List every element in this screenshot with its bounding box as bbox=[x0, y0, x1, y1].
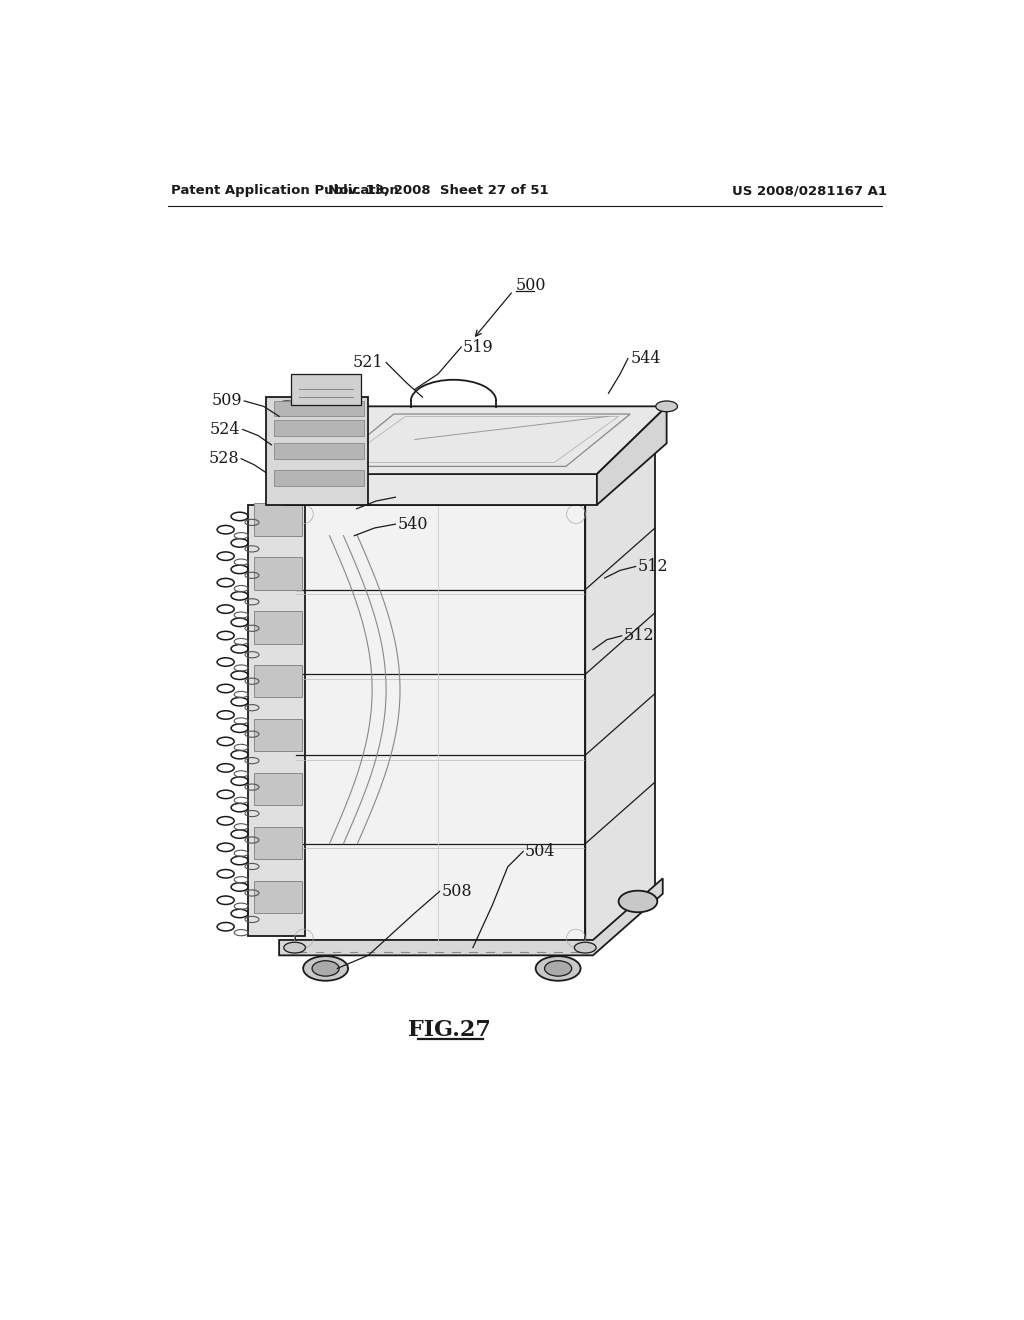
Polygon shape bbox=[273, 470, 365, 486]
Polygon shape bbox=[254, 665, 302, 697]
Polygon shape bbox=[248, 506, 305, 936]
Text: 528: 528 bbox=[208, 450, 239, 467]
Text: 521: 521 bbox=[353, 354, 384, 371]
Text: 519: 519 bbox=[463, 338, 494, 355]
Text: Nov. 13, 2008  Sheet 27 of 51: Nov. 13, 2008 Sheet 27 of 51 bbox=[328, 185, 548, 197]
Text: 512: 512 bbox=[638, 558, 669, 576]
Polygon shape bbox=[254, 719, 302, 751]
Ellipse shape bbox=[618, 891, 657, 912]
Text: 524: 524 bbox=[210, 421, 241, 438]
Polygon shape bbox=[295, 506, 586, 948]
Text: 500: 500 bbox=[515, 277, 546, 294]
Polygon shape bbox=[283, 407, 667, 474]
Ellipse shape bbox=[545, 961, 571, 977]
Text: Patent Application Publication: Patent Application Publication bbox=[171, 185, 398, 197]
Polygon shape bbox=[597, 407, 667, 506]
Text: 544: 544 bbox=[630, 350, 660, 367]
Polygon shape bbox=[291, 374, 360, 405]
Polygon shape bbox=[273, 401, 365, 416]
Text: US 2008/0281167 A1: US 2008/0281167 A1 bbox=[732, 185, 888, 197]
Polygon shape bbox=[254, 826, 302, 859]
Text: 509: 509 bbox=[211, 392, 242, 409]
Polygon shape bbox=[254, 880, 302, 913]
Ellipse shape bbox=[312, 961, 339, 977]
Text: 504: 504 bbox=[524, 843, 555, 859]
Text: 508: 508 bbox=[442, 883, 472, 900]
Polygon shape bbox=[273, 420, 365, 436]
Ellipse shape bbox=[536, 956, 581, 981]
Ellipse shape bbox=[574, 942, 596, 953]
Ellipse shape bbox=[655, 401, 678, 412]
Polygon shape bbox=[254, 503, 302, 536]
Text: 540: 540 bbox=[397, 516, 428, 533]
Polygon shape bbox=[283, 474, 597, 506]
Text: FIG.27: FIG.27 bbox=[409, 1019, 492, 1041]
Ellipse shape bbox=[276, 401, 298, 412]
Polygon shape bbox=[266, 397, 369, 506]
Ellipse shape bbox=[303, 956, 348, 981]
Text: 512: 512 bbox=[624, 627, 654, 644]
Text: 526: 526 bbox=[397, 488, 428, 506]
Polygon shape bbox=[254, 557, 302, 590]
Ellipse shape bbox=[284, 942, 305, 953]
Polygon shape bbox=[254, 611, 302, 644]
Polygon shape bbox=[254, 774, 302, 805]
Polygon shape bbox=[586, 444, 655, 948]
Polygon shape bbox=[295, 444, 655, 506]
Polygon shape bbox=[273, 444, 365, 459]
Polygon shape bbox=[280, 878, 663, 956]
